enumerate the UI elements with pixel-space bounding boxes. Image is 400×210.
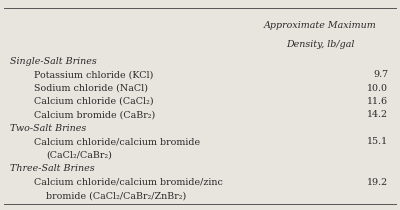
- Text: 11.6: 11.6: [367, 97, 388, 106]
- Text: 19.2: 19.2: [367, 178, 388, 187]
- Text: Calcium chloride/calcium bromide: Calcium chloride/calcium bromide: [34, 137, 200, 146]
- Text: 14.2: 14.2: [367, 110, 388, 119]
- Text: Three-Salt Brines: Three-Salt Brines: [10, 164, 95, 173]
- Text: Calcium bromide (CaBr₂): Calcium bromide (CaBr₂): [34, 110, 155, 119]
- Text: Two-Salt Brines: Two-Salt Brines: [10, 124, 86, 133]
- Text: 15.1: 15.1: [367, 137, 388, 146]
- Text: 9.7: 9.7: [373, 70, 388, 79]
- Text: bromide (CaCl₂/CaBr₂/ZnBr₂): bromide (CaCl₂/CaBr₂/ZnBr₂): [46, 191, 186, 200]
- Text: 10.0: 10.0: [367, 84, 388, 93]
- Text: Single-Salt Brines: Single-Salt Brines: [10, 57, 97, 66]
- Text: (CaCl₂/CaBr₂): (CaCl₂/CaBr₂): [46, 151, 112, 160]
- Text: Calcium chloride (CaCl₂): Calcium chloride (CaCl₂): [34, 97, 154, 106]
- Text: Potassium chloride (KCl): Potassium chloride (KCl): [34, 70, 153, 79]
- Text: Sodium chloride (NaCl): Sodium chloride (NaCl): [34, 84, 148, 93]
- Text: Approximate Maximum: Approximate Maximum: [264, 21, 376, 30]
- Text: Density, lb/gal: Density, lb/gal: [286, 40, 354, 49]
- Text: Calcium chloride/calcium bromide/zinc: Calcium chloride/calcium bromide/zinc: [34, 178, 223, 187]
